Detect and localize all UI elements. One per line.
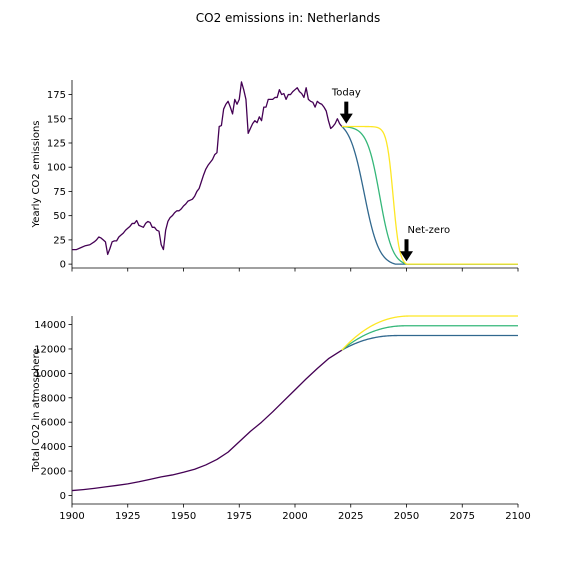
y-tick-label: 100 [47,163,66,174]
x-tick-label: 2050 [394,511,419,522]
cumulative-panel: 0 2000 4000 6000 8000 10000 12000 14000 1900 1925… [31,315,531,522]
annotation-label: Net-zero [408,225,451,236]
y-tick-label: 0 [60,260,66,271]
scenario-line-2 [341,325,518,351]
scenario-line-2 [341,125,518,265]
y-axis-label: Total CO2 in atmosphere [31,348,42,472]
y-tick-label: 25 [53,235,66,246]
y-tick-label: 14000 [34,320,66,331]
chart-title: CO2 emissions in: Netherlands [196,11,380,25]
y-tick-label: 125 [47,138,66,149]
scenario-line-1 [341,334,518,351]
x-tick-label: 1975 [227,511,252,522]
y-tick-label: 50 [53,211,66,222]
y-tick-label: 8000 [41,393,66,404]
x-tick-label: 2000 [282,511,307,522]
annotation-label: Today [331,88,361,99]
x-tick-label: 1950 [171,511,196,522]
scenario-line-3 [341,315,518,351]
scenario-line-3 [341,125,518,265]
annotation-arrow [400,239,413,262]
y-tick-label: 2000 [41,467,66,478]
x-tick-label: 2100 [505,511,530,522]
y-tick-label: 175 [47,90,66,101]
x-tick-label: 1900 [59,511,84,522]
y-tick-label: 10000 [34,369,66,380]
y-tick-label: 6000 [41,418,66,429]
y-tick-label: 0 [60,491,66,502]
historical-series-line [71,349,343,492]
x-tick-label: 2025 [338,511,363,522]
historical-series-line [72,81,343,256]
y-tick-label: 4000 [41,442,66,453]
y-tick-label: 75 [53,187,66,198]
y-tick-label: 150 [47,114,66,125]
x-tick-label: 1925 [115,511,140,522]
y-tick-label: 12000 [34,344,66,355]
annotation-arrow [339,101,353,124]
emissions-panel: 0 25 50 75 100 125 150 175 Yearly CO2 emissions T… [31,80,519,272]
x-tick-label: 2075 [450,511,475,522]
y-axis-label: Yearly CO2 emissions [31,121,42,229]
